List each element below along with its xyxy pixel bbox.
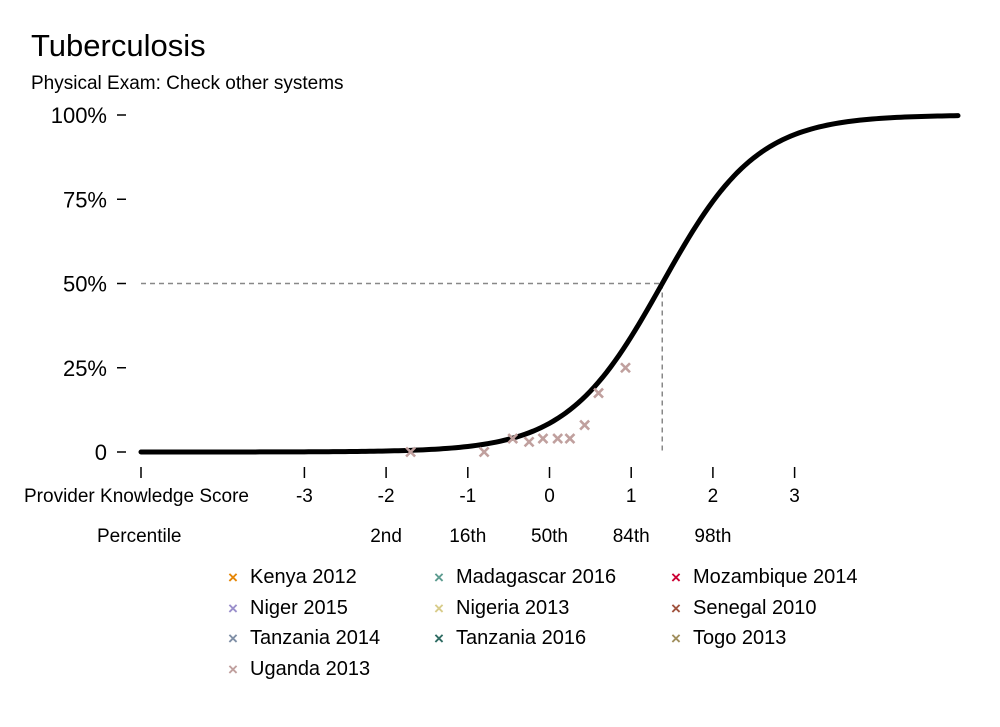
percentile-tick-label: 50th xyxy=(531,526,568,547)
legend-label: Madagascar 2016 xyxy=(456,566,617,588)
legend-marker: × xyxy=(228,598,238,618)
x-axis: -3 -2 -1 0 1 2 3 2nd 16th 50th 84th 98th xyxy=(140,467,800,547)
legend-label: Senegal 2010 xyxy=(693,596,817,619)
legend-marker: × xyxy=(671,568,681,587)
legend-item: × Uganda 2013 xyxy=(228,658,370,681)
data-point xyxy=(579,419,591,431)
y-tick-label: 50% xyxy=(63,272,107,297)
points-layer xyxy=(405,362,631,458)
legend-item: × Senegal 2010 xyxy=(671,597,816,620)
curve-layer xyxy=(138,113,961,455)
data-point xyxy=(478,446,490,458)
chart-subtitle: Physical Exam: Check other systems xyxy=(31,73,344,94)
legend-item: × Nigeria 2013 xyxy=(434,597,569,620)
data-point xyxy=(620,362,631,374)
legend-label: Kenya 2012 xyxy=(250,566,357,588)
x-tick-label: 1 xyxy=(626,486,637,507)
legend-label: Niger 2015 xyxy=(250,596,348,619)
chart-title: Tuberculosis xyxy=(31,28,206,63)
legend-marker: × xyxy=(434,629,444,648)
legend-marker: × xyxy=(434,568,444,587)
x-axis-label: Provider Knowledge Score xyxy=(24,486,249,507)
chart-plot: 0 25% 50% 75% 100% -3 -2 -1 0 1 2 3 2nd 16th 50th 84th… xyxy=(24,103,961,547)
x-tick-label: -2 xyxy=(378,486,395,507)
percentile-tick-label: 16th xyxy=(449,526,486,547)
percentile-tick-label: 2nd xyxy=(370,526,402,547)
x-tick-label: 2 xyxy=(708,486,719,507)
y-axis: 0 25% 50% 75% 100% xyxy=(51,103,126,465)
legend-item: × Niger 2015 xyxy=(228,597,348,620)
legend-item: × Madagascar 2016 xyxy=(434,566,616,589)
reference-lines xyxy=(141,282,663,452)
y-tick-label: 25% xyxy=(63,356,107,381)
legend-item: × Kenya 2012 xyxy=(228,566,357,589)
legend-item: × Togo 2013 xyxy=(671,627,786,650)
legend-item: × Tanzania 2014 xyxy=(228,627,380,650)
legend-label: Nigeria 2013 xyxy=(456,596,570,619)
data-point xyxy=(523,436,535,448)
legend-marker: × xyxy=(228,659,238,679)
legend-marker: × xyxy=(228,629,238,648)
data-point xyxy=(537,433,549,444)
legend-marker: × xyxy=(671,598,681,618)
data-point xyxy=(593,387,604,399)
percentile-tick-label: 84th xyxy=(613,526,650,547)
x-tick-label: 3 xyxy=(789,486,800,507)
data-point xyxy=(564,433,576,444)
legend-item: × Mozambique 2014 xyxy=(671,566,858,589)
legend-label: Mozambique 2014 xyxy=(693,566,858,588)
legend-label: Tanzania 2016 xyxy=(456,627,587,649)
percentile-label: Percentile xyxy=(97,526,182,547)
x-tick-label: 0 xyxy=(544,486,555,507)
x-tick-label: -1 xyxy=(459,486,476,507)
legend-label: Togo 2013 xyxy=(693,627,787,649)
y-tick-label: 75% xyxy=(63,187,107,212)
legend-marker: × xyxy=(228,568,238,587)
data-point xyxy=(405,446,417,458)
legend-label: Tanzania 2014 xyxy=(250,627,381,649)
y-tick-label: 0 xyxy=(95,440,107,465)
fitted-curve xyxy=(138,113,961,455)
x-tick-label: -3 xyxy=(296,486,313,507)
legend-label: Uganda 2013 xyxy=(250,657,371,680)
legend-marker: × xyxy=(671,629,681,648)
data-point xyxy=(507,433,519,444)
percentile-tick-label: 98th xyxy=(694,526,731,547)
legend-item: × Tanzania 2016 xyxy=(434,627,586,650)
legend-marker: × xyxy=(434,598,444,618)
y-tick-label: 100% xyxy=(51,103,107,128)
data-point xyxy=(552,433,564,444)
